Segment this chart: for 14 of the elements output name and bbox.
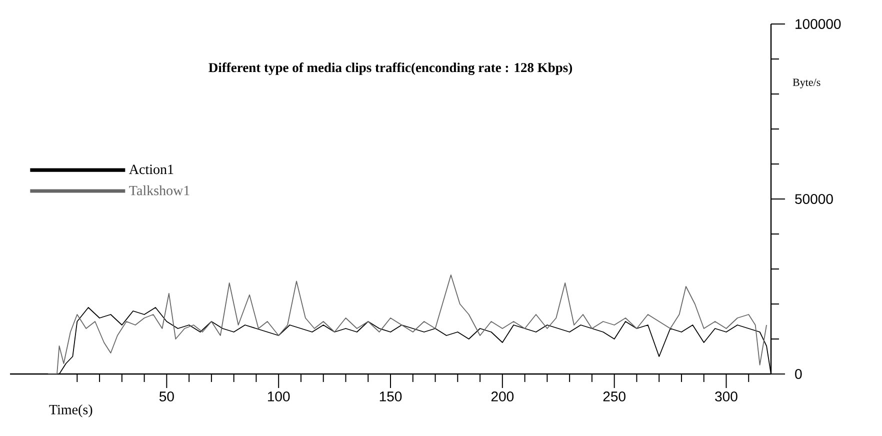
text: Action1 — [129, 164, 174, 174]
x-tick-label: 200 — [491, 392, 514, 402]
x-tick-label: 250 — [603, 392, 626, 402]
text: Different type of media clips traffic(enconding rate : 128 Kbps) — [208, 62, 572, 76]
x-tick-label: 100 — [268, 392, 290, 402]
x-tick-label: 150 — [380, 392, 402, 402]
x-tick-label: 300 — [715, 392, 738, 402]
y-axis-title: Byte/s — [792, 78, 820, 88]
x-tick-label: 50 — [159, 392, 174, 402]
y-tick-label: 100000 — [796, 19, 841, 29]
y-tick-label: 0 — [795, 369, 802, 379]
y-tick-label: 50000 — [795, 194, 833, 204]
x-axis-title: Time(s) — [49, 404, 92, 418]
text: Talkshow1 — [129, 185, 190, 196]
